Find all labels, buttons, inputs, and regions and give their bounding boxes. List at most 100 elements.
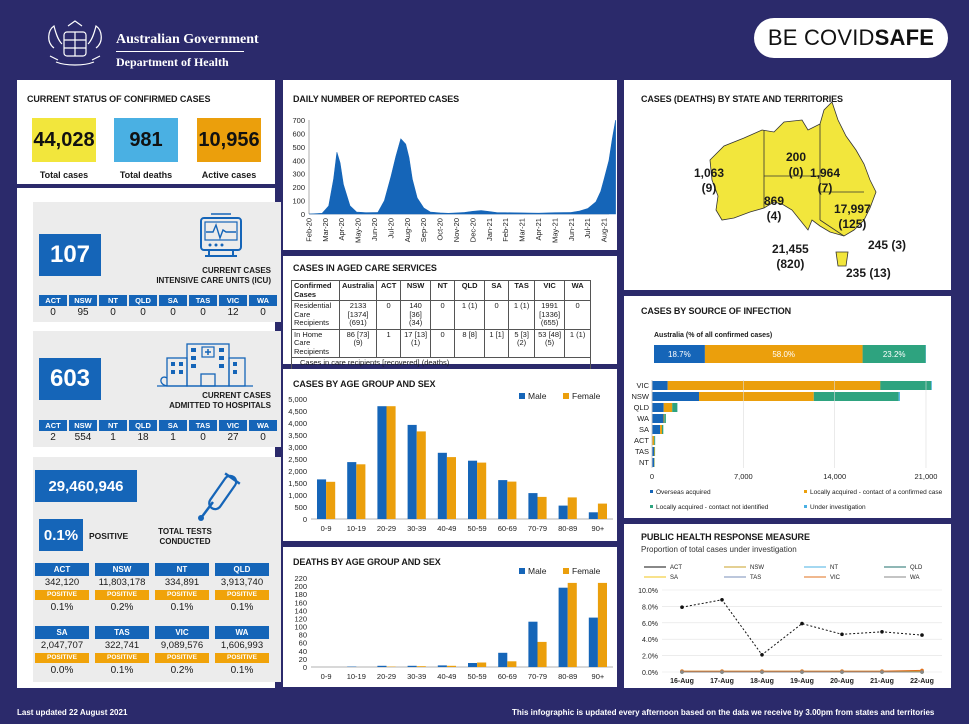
icu-val-wa: 0: [260, 307, 266, 318]
icu-val-qld: 0: [140, 307, 146, 318]
y-tick-label: 80: [299, 631, 307, 640]
phrm-point: [720, 670, 724, 674]
x-tick-label: 80-89: [558, 672, 577, 681]
legend-label: VIC: [830, 575, 841, 581]
x-tick-label: May-21: [550, 218, 559, 243]
hosp-head-vic: VIC: [219, 420, 247, 431]
coat-of-arms-icon: [48, 20, 102, 66]
bar-female: [597, 503, 607, 519]
bar-female: [507, 661, 517, 667]
bar-male: [347, 462, 357, 519]
map-label-vic: 21,455 (820): [772, 242, 809, 272]
x-tick-label: 18-Aug: [750, 678, 774, 685]
monitor-icon: [200, 213, 242, 257]
y-tick-label: 0: [301, 210, 305, 219]
y-tick-label: 100: [292, 197, 305, 206]
source-bar-segment: [699, 392, 814, 401]
gov-title: Australian Government: [116, 32, 259, 47]
age-cases-title: CASES BY AGE GROUP AND SEX: [293, 379, 436, 389]
map-label-qld: 1,964 (7): [810, 166, 840, 196]
phrm-point: [760, 670, 764, 674]
x-tick-label: 7,000: [734, 472, 753, 481]
legend-label: NT: [830, 565, 838, 571]
x-tick-label: Dec-20: [468, 218, 477, 242]
map-deaths: (820): [776, 257, 805, 271]
x-tick-label: Jan-21: [485, 218, 494, 241]
hospital-caption-line1: CURRENT CASES: [202, 391, 271, 400]
y-tick-label: 2.0%: [642, 654, 658, 661]
icu-value: 107: [39, 234, 101, 276]
y-tick-label: 20: [299, 655, 307, 664]
source-bar-segment: [654, 447, 655, 456]
y-tick-label: 2,000: [288, 467, 307, 476]
x-tick-label: Jun-20: [370, 218, 379, 241]
bar-male: [437, 452, 447, 519]
legend-label: Under investigation: [810, 504, 866, 511]
legend-label: SA: [670, 575, 678, 581]
active-cases-label: Active cases: [201, 170, 257, 180]
y-tick-label: 100: [294, 623, 307, 632]
source-bar-segment: [652, 436, 655, 445]
aged-cell: In Home Care Recipients: [291, 328, 340, 358]
source-bar-segment: [667, 381, 881, 390]
tests-val-qld: 3,913,740: [220, 577, 264, 588]
daily-cases-panel: DAILY NUMBER OF REPORTED CASES 0 100 200 30…: [283, 80, 617, 250]
map-cases: 1,964: [810, 166, 841, 180]
bar-male: [407, 424, 417, 519]
aged-cell: 0: [484, 300, 510, 330]
icu-caption-line1: CURRENT CASES: [202, 266, 271, 275]
icu-head-vic: VIC: [219, 295, 247, 306]
aged-care-note-row: Cases in care recipients [recovered] (de…: [290, 357, 592, 370]
icu-val-vic: 12: [227, 307, 239, 318]
y-tick-label: 1,500: [288, 479, 307, 488]
hosp-val-nt: 1: [110, 432, 116, 443]
legend-label: ACT: [670, 565, 682, 571]
phrm-point: [800, 670, 804, 674]
source-bar-segment: [813, 392, 899, 401]
bar-male: [437, 665, 447, 667]
aged-cell: 8 [8]: [454, 328, 486, 358]
tests-pct-vic: 0.2%: [170, 665, 194, 676]
map-deaths: (7): [817, 181, 833, 195]
map-label-sa: 869 (4): [764, 194, 784, 224]
y-tick-label: 700: [292, 116, 305, 125]
aged-care-header-row: Confirmed Cases Australia ACT NSW NT QLD…: [291, 280, 592, 301]
bar-male: [468, 663, 478, 667]
legend-label: Male: [528, 391, 547, 401]
australia-map: [709, 101, 877, 267]
phrm-point: [840, 670, 844, 674]
tests-val-sa: 2,047,707: [40, 640, 84, 651]
map-label-act: 245 (3): [868, 238, 907, 252]
footer-note: This infographic is updated every aftern…: [512, 708, 935, 717]
y-tick-label: VIC: [636, 381, 649, 390]
legend-label: Female: [572, 566, 601, 576]
aged-cell: 0: [430, 328, 456, 358]
y-tick-label: 8.0%: [642, 604, 658, 611]
age-deaths-panel: DEATHS BY AGE GROUP AND SEX 0 20 40 60 80 100…: [283, 547, 617, 687]
map-cases: 17,997: [834, 202, 871, 216]
y-tick-label: 500: [292, 143, 305, 152]
bar-female: [446, 665, 456, 667]
source-bar-segment: [652, 458, 654, 467]
aged-cell: 1 [1]: [484, 328, 510, 358]
active-cases-value: 10,956: [197, 118, 261, 162]
x-tick-label: 16-Aug: [670, 678, 694, 685]
aged-head-qld: QLD: [454, 280, 486, 301]
y-tick-label: 140: [294, 606, 307, 615]
age-deaths-title: DEATHS BY AGE GROUP AND SEX: [293, 557, 441, 567]
x-tick-label: 20-29: [377, 524, 396, 533]
x-tick-label: 10-19: [347, 672, 366, 681]
bar-male: [588, 512, 598, 519]
x-tick-label: Apr-21: [534, 218, 543, 241]
aged-head-act: ACT: [376, 280, 402, 301]
tests-pct-sa: 0.0%: [50, 665, 74, 676]
tests-badge-nt: POSITIVE: [155, 590, 209, 600]
hosp-head-nsw: NSW: [69, 420, 97, 431]
x-tick-label: Feb-21: [501, 218, 510, 242]
x-tick-label: 0-9: [321, 672, 332, 681]
map-label-nt: 200 (0): [786, 150, 806, 180]
legend-swatch: [804, 505, 807, 508]
x-tick-label: Nov-20: [452, 218, 461, 242]
y-tick-label: 3,500: [288, 431, 307, 440]
legend-swatch: [563, 393, 569, 399]
